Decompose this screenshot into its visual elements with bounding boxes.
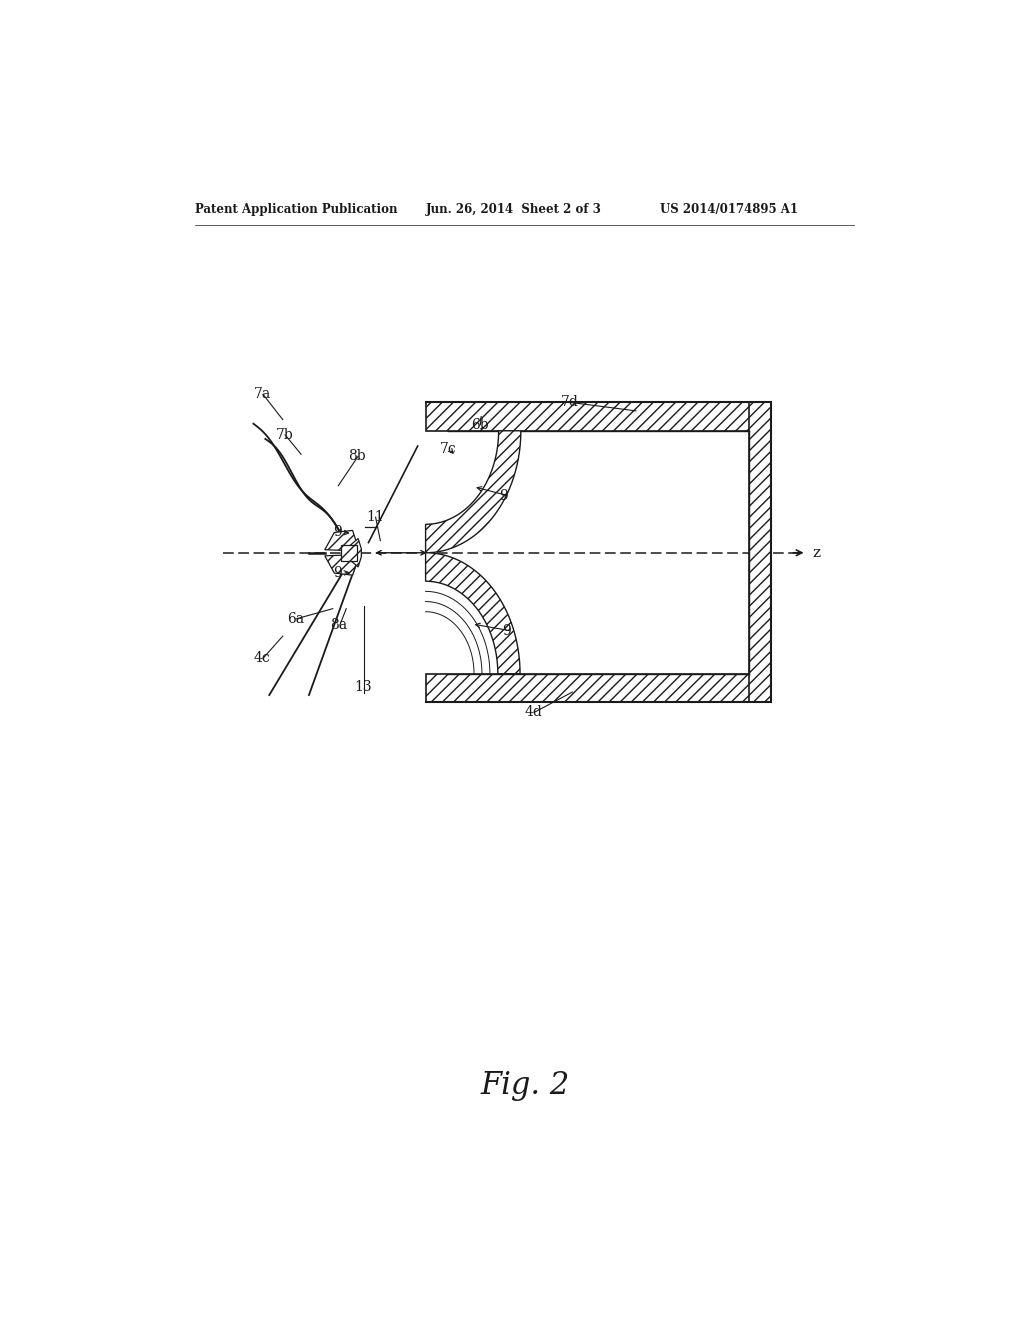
Text: 6b: 6b: [471, 417, 488, 432]
Text: 8a: 8a: [331, 618, 347, 632]
Text: Patent Application Publication: Patent Application Publication: [196, 203, 398, 216]
Text: z: z: [812, 545, 820, 560]
Text: 9: 9: [503, 624, 511, 638]
Bar: [426, 673, 771, 702]
Text: 13: 13: [354, 680, 372, 694]
Polygon shape: [426, 553, 520, 673]
Text: 9: 9: [500, 488, 508, 503]
Text: 7d: 7d: [560, 395, 579, 409]
Text: 6a: 6a: [287, 612, 304, 626]
Text: 4c: 4c: [253, 652, 270, 665]
Bar: [426, 403, 771, 430]
Text: 8b: 8b: [348, 449, 367, 463]
Text: 11: 11: [367, 511, 384, 524]
Text: 4d: 4d: [524, 705, 543, 719]
Polygon shape: [325, 531, 356, 550]
Bar: [341, 545, 356, 561]
Text: 7a: 7a: [253, 387, 270, 401]
Text: US 2014/0174895 A1: US 2014/0174895 A1: [659, 203, 798, 216]
Polygon shape: [325, 554, 356, 576]
Polygon shape: [426, 430, 521, 553]
Text: 9: 9: [333, 525, 341, 540]
Text: 9: 9: [333, 566, 341, 579]
Text: 7c: 7c: [440, 442, 457, 457]
Polygon shape: [348, 539, 361, 568]
Text: Fig. 2: Fig. 2: [480, 1069, 569, 1101]
Bar: [749, 403, 771, 702]
Text: 7b: 7b: [275, 428, 293, 442]
Text: Jun. 26, 2014  Sheet 2 of 3: Jun. 26, 2014 Sheet 2 of 3: [426, 203, 601, 216]
